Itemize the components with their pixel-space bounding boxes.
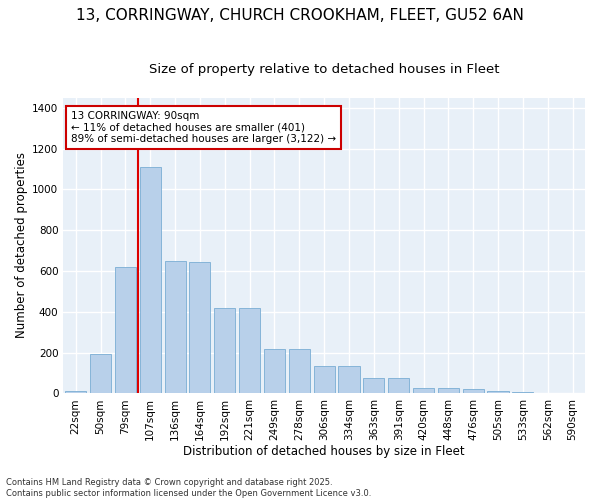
Bar [338, 366, 359, 394]
Bar [65, 392, 86, 394]
Title: Size of property relative to detached houses in Fleet: Size of property relative to detached ho… [149, 62, 499, 76]
Text: Contains HM Land Registry data © Crown copyright and database right 2025.
Contai: Contains HM Land Registry data © Crown c… [6, 478, 371, 498]
Bar [239, 308, 260, 394]
Bar [140, 167, 161, 394]
Bar [363, 378, 385, 394]
Bar [463, 390, 484, 394]
Bar [264, 350, 285, 394]
Bar [90, 354, 111, 394]
Bar [289, 350, 310, 394]
Bar [190, 262, 211, 394]
Bar [413, 388, 434, 394]
X-axis label: Distribution of detached houses by size in Fleet: Distribution of detached houses by size … [184, 444, 465, 458]
Bar [388, 378, 409, 394]
Bar [314, 366, 335, 394]
Y-axis label: Number of detached properties: Number of detached properties [15, 152, 28, 338]
Bar [537, 392, 558, 394]
Bar [562, 392, 583, 394]
Text: 13, CORRINGWAY, CHURCH CROOKHAM, FLEET, GU52 6AN: 13, CORRINGWAY, CHURCH CROOKHAM, FLEET, … [76, 8, 524, 22]
Bar [512, 392, 533, 394]
Bar [487, 392, 509, 394]
Text: 13 CORRINGWAY: 90sqm
← 11% of detached houses are smaller (401)
89% of semi-deta: 13 CORRINGWAY: 90sqm ← 11% of detached h… [71, 111, 336, 144]
Bar [164, 260, 185, 394]
Bar [214, 308, 235, 394]
Bar [115, 267, 136, 394]
Bar [438, 388, 459, 394]
